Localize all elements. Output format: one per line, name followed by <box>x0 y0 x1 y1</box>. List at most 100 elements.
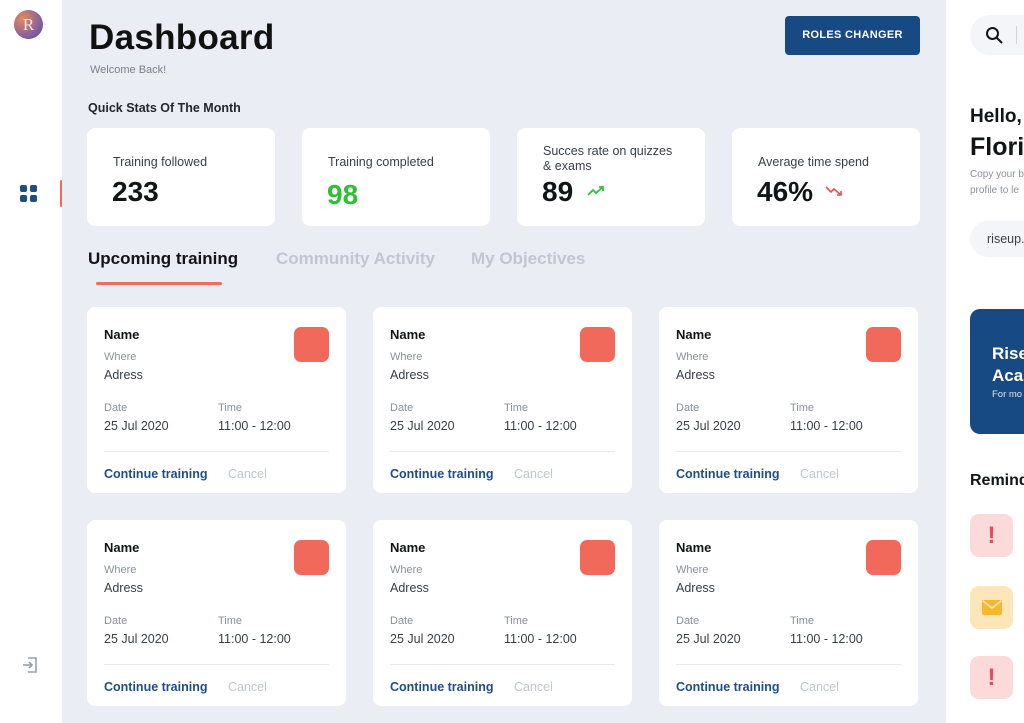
search-icon[interactable] <box>985 26 1003 44</box>
trend-down-icon <box>825 186 842 196</box>
card-time: 11:00 - 12:00 <box>790 632 863 646</box>
cancel-link[interactable]: Cancel <box>228 680 267 694</box>
training-tag-icon <box>580 327 615 362</box>
card-name: Name <box>104 327 140 342</box>
stat-label: Training completed <box>328 155 434 169</box>
card-date: 25 Jul 2020 <box>104 419 169 433</box>
stat-label: Training followed <box>113 155 208 169</box>
continue-training-link[interactable]: Continue training <box>390 680 494 694</box>
training-card: Name Where Adress Date 25 Jul 2020 Time … <box>659 307 918 493</box>
card-date-label: Date <box>390 402 414 414</box>
stat-value: 89 <box>542 176 574 207</box>
alert-icon[interactable]: ! <box>970 656 1013 699</box>
training-card: Name Where Adress Date 25 Jul 2020 Time … <box>373 307 632 493</box>
card-address: Adress <box>390 368 429 382</box>
card-name: Name <box>676 327 712 342</box>
card-time-label: Time <box>790 402 815 414</box>
card-divider <box>390 664 615 665</box>
card-date-label: Date <box>104 402 128 414</box>
stat-card-success-rate: Succes rate on quizzes & exams 89 <box>517 128 705 226</box>
cancel-link[interactable]: Cancel <box>514 467 553 481</box>
stat-card-training-followed: Training followed 233 <box>87 128 275 226</box>
logout-icon[interactable] <box>20 655 40 675</box>
cancel-link[interactable]: Cancel <box>800 467 839 481</box>
tab-my-objectives[interactable]: My Objectives <box>471 249 586 268</box>
card-name: Name <box>390 540 426 555</box>
training-card: Name Where Adress Date 25 Jul 2020 Time … <box>659 520 918 706</box>
card-divider <box>104 664 329 665</box>
page-title: Dashboard <box>89 18 275 57</box>
user-name: Flori <box>970 133 1024 161</box>
stat-card-average-time: Average time spend 46% <box>732 128 920 226</box>
academy-promo-card[interactable]: Rise Aca For mo <box>970 309 1024 434</box>
card-divider <box>390 451 615 452</box>
promo-title: Rise Aca <box>992 343 1024 387</box>
card-time: 11:00 - 12:00 <box>504 419 577 433</box>
card-where-label: Where <box>676 564 709 576</box>
left-rail: R <box>0 0 63 723</box>
training-tag-icon <box>294 327 329 362</box>
card-divider <box>104 451 329 452</box>
stats-section-title: Quick Stats Of The Month <box>88 101 241 115</box>
tab-community-activity[interactable]: Community Activity <box>276 249 436 268</box>
copy-line-1: Copy your b <box>970 169 1024 180</box>
card-where-label: Where <box>676 351 709 363</box>
card-time: 11:00 - 12:00 <box>218 632 291 646</box>
training-card: Name Where Adress Date 25 Jul 2020 Time … <box>87 307 346 493</box>
stat-value: 46% <box>757 176 814 207</box>
card-time-label: Time <box>790 615 815 627</box>
card-time: 11:00 - 12:00 <box>790 419 863 433</box>
right-panel: Hello, Flori Copy your b profile to le r… <box>946 0 1024 723</box>
reminders-title: Remind <box>970 472 1024 489</box>
card-time: 11:00 - 12:00 <box>218 419 291 433</box>
card-date: 25 Jul 2020 <box>390 419 455 433</box>
card-where-label: Where <box>390 351 423 363</box>
training-tag-icon <box>580 540 615 575</box>
card-date-label: Date <box>390 615 414 627</box>
card-date: 25 Jul 2020 <box>390 632 455 646</box>
training-card: Name Where Adress Date 25 Jul 2020 Time … <box>373 520 632 706</box>
training-tag-icon <box>866 327 901 362</box>
roles-changer-button[interactable]: ROLES CHANGER <box>785 16 920 55</box>
card-time: 11:00 - 12:00 <box>504 632 577 646</box>
tab-upcoming-training[interactable]: Upcoming training <box>88 249 239 268</box>
card-name: Name <box>104 540 140 555</box>
avatar[interactable]: R <box>14 10 43 39</box>
promo-title-line-1: Rise <box>992 344 1024 363</box>
card-name: Name <box>390 327 426 342</box>
card-date: 25 Jul 2020 <box>104 632 169 646</box>
alert-icon[interactable]: ! <box>970 514 1013 557</box>
trend-up-icon <box>587 186 604 196</box>
continue-training-link[interactable]: Continue training <box>676 680 780 694</box>
cancel-link[interactable]: Cancel <box>800 680 839 694</box>
card-address: Adress <box>104 368 143 382</box>
search-divider <box>1016 26 1017 44</box>
card-time-label: Time <box>504 615 529 627</box>
continue-training-link[interactable]: Continue training <box>676 467 780 481</box>
training-tag-icon <box>866 540 901 575</box>
card-divider <box>676 664 901 665</box>
card-date-label: Date <box>104 615 128 627</box>
active-tab-underline <box>96 282 222 285</box>
continue-training-link[interactable]: Continue training <box>390 467 494 481</box>
continue-training-link[interactable]: Continue training <box>104 680 208 694</box>
card-name: Name <box>676 540 712 555</box>
greeting: Hello, <box>970 106 1022 127</box>
card-date-label: Date <box>676 615 700 627</box>
promo-subtitle: For mo <box>992 389 1023 400</box>
stat-card-training-completed: Training completed 98 <box>302 128 490 226</box>
continue-training-link[interactable]: Continue training <box>104 467 208 481</box>
mail-icon[interactable] <box>970 586 1013 629</box>
cancel-link[interactable]: Cancel <box>514 680 553 694</box>
profile-link-field[interactable]: riseup. <box>970 221 1024 257</box>
card-address: Adress <box>676 368 715 382</box>
card-address: Adress <box>676 581 715 595</box>
card-time-label: Time <box>504 402 529 414</box>
training-tag-icon <box>294 540 329 575</box>
card-date: 25 Jul 2020 <box>676 632 741 646</box>
training-card: Name Where Adress Date 25 Jul 2020 Time … <box>87 520 346 706</box>
dashboard-grid-icon[interactable] <box>20 185 37 202</box>
card-time-label: Time <box>218 615 243 627</box>
cancel-link[interactable]: Cancel <box>228 467 267 481</box>
copy-profile-text: Copy your b profile to le <box>970 167 1024 199</box>
